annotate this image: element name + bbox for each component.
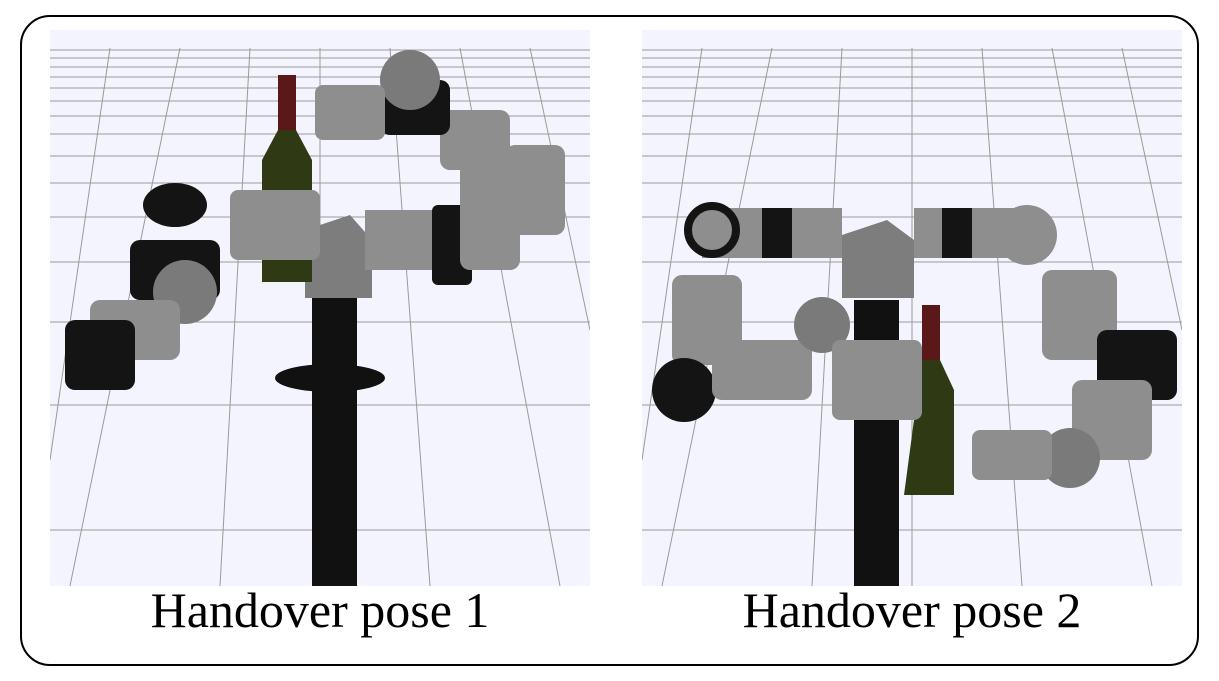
wine-bottle bbox=[904, 305, 954, 495]
robot-head bbox=[842, 220, 914, 298]
robot-render-1 bbox=[50, 30, 590, 586]
robot-render-2 bbox=[642, 30, 1182, 586]
render-panel-1 bbox=[50, 30, 590, 586]
arm-right bbox=[315, 50, 565, 285]
pedestal-flange bbox=[275, 364, 385, 392]
arm-left bbox=[652, 275, 922, 422]
caption-pose-1: Handover pose 1 bbox=[150, 582, 490, 638]
arm-left bbox=[65, 183, 320, 390]
render-panel-2 bbox=[642, 30, 1182, 586]
caption-pose-2: Handover pose 2 bbox=[742, 582, 1082, 638]
pedestal-column bbox=[312, 270, 357, 586]
shoulder-bar bbox=[684, 202, 1057, 265]
arm-right bbox=[972, 270, 1177, 488]
robot-head bbox=[305, 215, 372, 298]
ground-grid bbox=[642, 47, 1182, 586]
